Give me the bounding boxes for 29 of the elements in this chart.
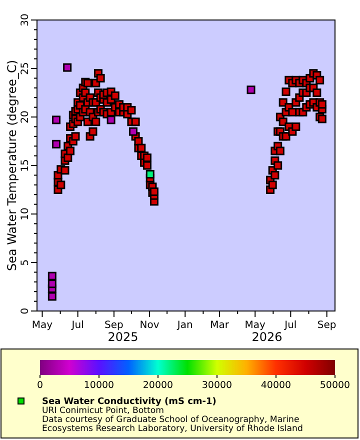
y-axis-title: Sea Water Temperature (degree_C) bbox=[5, 60, 19, 272]
x-tick-label: Sep bbox=[104, 320, 124, 331]
y-tick-label: 5 bbox=[20, 259, 31, 266]
color-bar-title: Sea Water Conductivity (mS cm-1) bbox=[42, 397, 216, 407]
color-bar-label: 10000 bbox=[84, 380, 114, 391]
color-bar-label: 20000 bbox=[142, 380, 174, 391]
color-bar-label: 30000 bbox=[202, 380, 232, 391]
x-tick-label: Nov bbox=[140, 320, 160, 331]
y-tick-label: 15 bbox=[20, 159, 31, 172]
text: Ecosystems Research Laboratory, University of Rhode Island bbox=[42, 424, 303, 434]
color-bar-label: 40000 bbox=[260, 380, 292, 391]
x-tick-label: Jan bbox=[176, 320, 193, 331]
color-bar-label: 0 bbox=[36, 380, 44, 391]
x-tick-label: Mar bbox=[210, 320, 230, 331]
text: 2025 bbox=[108, 330, 138, 344]
x-tick-label: Jul bbox=[70, 320, 84, 331]
y-tick-label: 30 bbox=[20, 14, 31, 26]
text: Data courtesy of Graduate School of Oceanography, Marine bbox=[42, 415, 300, 425]
y-tick-label: 10 bbox=[20, 208, 31, 220]
x-tick-label: Sep bbox=[317, 320, 336, 331]
x-tick-label: Jul bbox=[284, 320, 297, 331]
color-bar-label: 50000 bbox=[320, 380, 350, 391]
y-tick-label: 0 bbox=[20, 308, 31, 314]
x-tick-label: May bbox=[32, 320, 53, 331]
y-tick-label: 25 bbox=[20, 62, 31, 75]
y-tick-label: 20 bbox=[20, 110, 31, 124]
text: URI Conimicut Point, Bottom bbox=[42, 406, 164, 416]
text: 2026 bbox=[252, 330, 282, 344]
x-tick-label: May bbox=[244, 320, 266, 331]
